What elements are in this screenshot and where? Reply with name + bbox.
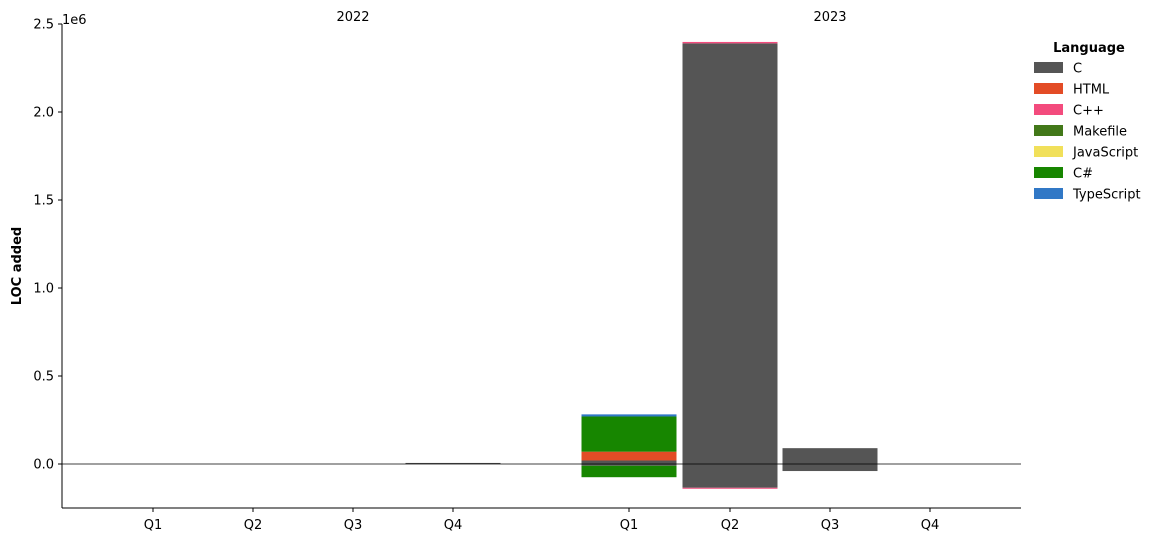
- legend-swatch-html: [1034, 83, 1063, 94]
- y-tick-label: 0.0: [33, 458, 54, 473]
- legend-label-javascript: JavaScript: [1072, 146, 1138, 161]
- bar-c-4: [581, 460, 677, 464]
- legend-title: Language: [1053, 41, 1125, 56]
- y-tick-label: 1.5: [33, 194, 54, 209]
- x-tick-label: Q1: [144, 518, 163, 533]
- bar-neg-c-4: [581, 465, 677, 478]
- group-label-2022: 2022: [336, 10, 369, 25]
- bar-c-3: [405, 462, 501, 464]
- x-tick-label: Q2: [244, 518, 263, 533]
- bar-neg-c-4: [581, 464, 677, 466]
- y-tick-label: 2.0: [33, 106, 54, 121]
- legend-label-c: C: [1073, 62, 1082, 77]
- x-tick-label: Q4: [444, 518, 463, 533]
- y-offset-label: 1e6: [62, 13, 87, 28]
- y-ticks: 0.0 0.5 1.0 1.5 2.0 2.5: [33, 18, 62, 473]
- legend-label-makefile: Makefile: [1073, 125, 1127, 140]
- y-tick-label: 2.5: [33, 18, 54, 33]
- bar-c-4: [581, 416, 677, 452]
- y-tick-label: 0.5: [33, 370, 54, 385]
- x-ticks: Q1 Q2 Q3 Q4 Q1 Q2 Q3 Q4: [144, 508, 940, 533]
- legend-label-typescript: TypeScript: [1072, 188, 1141, 203]
- legend-swatch-javascript: [1034, 146, 1063, 157]
- bar-html-4: [581, 451, 677, 461]
- y-tick-label: 1.0: [33, 282, 54, 297]
- bar-neg-c-5: [682, 464, 778, 488]
- x-tick-label: Q4: [921, 518, 940, 533]
- bar-c-6: [782, 448, 878, 464]
- x-tick-label: Q3: [821, 518, 840, 533]
- legend-swatch-typescript: [1034, 188, 1063, 199]
- legend-label-html: HTML: [1073, 83, 1110, 98]
- legend-label-c: C#: [1073, 167, 1093, 182]
- legend-swatch-makefile: [1034, 125, 1063, 136]
- y-axis-title: LOC added: [10, 227, 25, 305]
- legend-swatch-c: [1034, 104, 1063, 115]
- group-labels: 2022 2023: [336, 10, 846, 25]
- bar-typescript-4: [581, 414, 677, 417]
- legend-label-c: C++: [1073, 104, 1104, 119]
- legend: Language C HTML C++ Makefile JavaScript C# Typ…: [1034, 41, 1141, 203]
- legend-swatch-c: [1034, 167, 1063, 178]
- legend-swatch-c: [1034, 62, 1063, 73]
- x-tick-label: Q2: [721, 518, 740, 533]
- bar-c-5: [682, 43, 778, 465]
- x-tick-label: Q1: [620, 518, 639, 533]
- bar-neg-c-6: [782, 464, 878, 472]
- x-tick-label: Q3: [344, 518, 363, 533]
- group-label-2023: 2023: [813, 10, 846, 25]
- bar-neg-c-5: [682, 487, 778, 489]
- bars-layer: [405, 41, 878, 489]
- bar-c-5: [682, 41, 778, 44]
